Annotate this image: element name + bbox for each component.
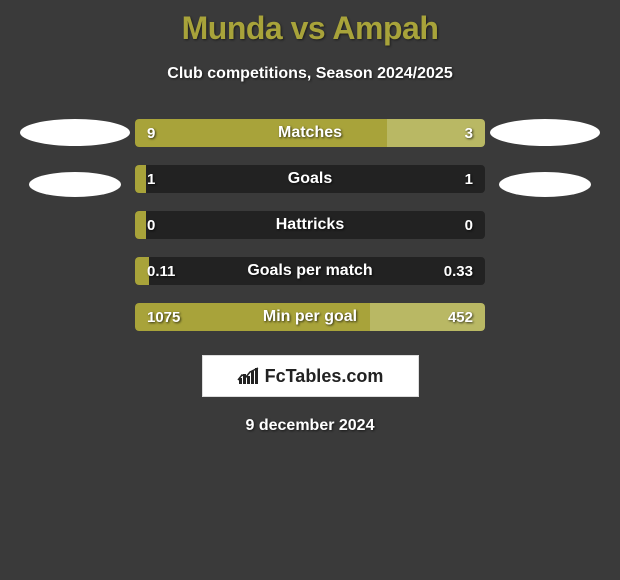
date-line: 9 december 2024	[10, 417, 610, 435]
avatar-placeholder	[29, 172, 121, 197]
stat-bar-left-segment	[135, 119, 387, 147]
brand-text: FcTables.com	[265, 366, 384, 387]
subtitle: Club competitions, Season 2024/2025	[10, 65, 610, 83]
stat-value-right: 0	[465, 211, 473, 239]
stat-bar-right-segment	[387, 119, 485, 147]
stat-bar: Matches93	[135, 119, 485, 147]
stat-bar-left-segment	[135, 257, 149, 285]
stat-bar-left-segment	[135, 211, 146, 239]
brand-bars-icon	[237, 366, 261, 386]
stat-label: Goals	[135, 165, 485, 193]
brand-badge[interactable]: FcTables.com	[202, 355, 419, 397]
stat-value-left: 1	[147, 165, 155, 193]
stat-label: Hattricks	[135, 211, 485, 239]
avatar-placeholder	[499, 172, 591, 197]
stat-bar: Min per goal1075452	[135, 303, 485, 331]
stat-value-right: 0.33	[444, 257, 473, 285]
player-left-avatars	[15, 119, 135, 197]
comparison-bars: Matches93 Goals1 1 Hattricks0 0 Goals per mat…	[135, 119, 485, 331]
stat-value-left: 0.11	[147, 257, 175, 285]
stat-bar: Hattricks0 0	[135, 211, 485, 239]
page-title: Munda vs Ampah	[10, 10, 610, 47]
chart-area: Matches93 Goals1 1 Hattricks0 0 Goals per mat…	[10, 119, 610, 331]
avatar-placeholder	[490, 119, 600, 146]
stat-label: Goals per match	[135, 257, 485, 285]
avatar-placeholder	[20, 119, 130, 146]
stat-bar-left-segment	[135, 165, 146, 193]
stat-value-right: 1	[465, 165, 473, 193]
comparison-widget: Munda vs Ampah Club competitions, Season…	[0, 0, 620, 443]
stat-bar: Goals1 1	[135, 165, 485, 193]
stat-bar-left-segment	[135, 303, 370, 331]
stat-value-left: 0	[147, 211, 155, 239]
stat-bar: Goals per match0.11 0.33	[135, 257, 485, 285]
player-right-avatars	[485, 119, 605, 197]
stat-bar-right-segment	[370, 303, 486, 331]
